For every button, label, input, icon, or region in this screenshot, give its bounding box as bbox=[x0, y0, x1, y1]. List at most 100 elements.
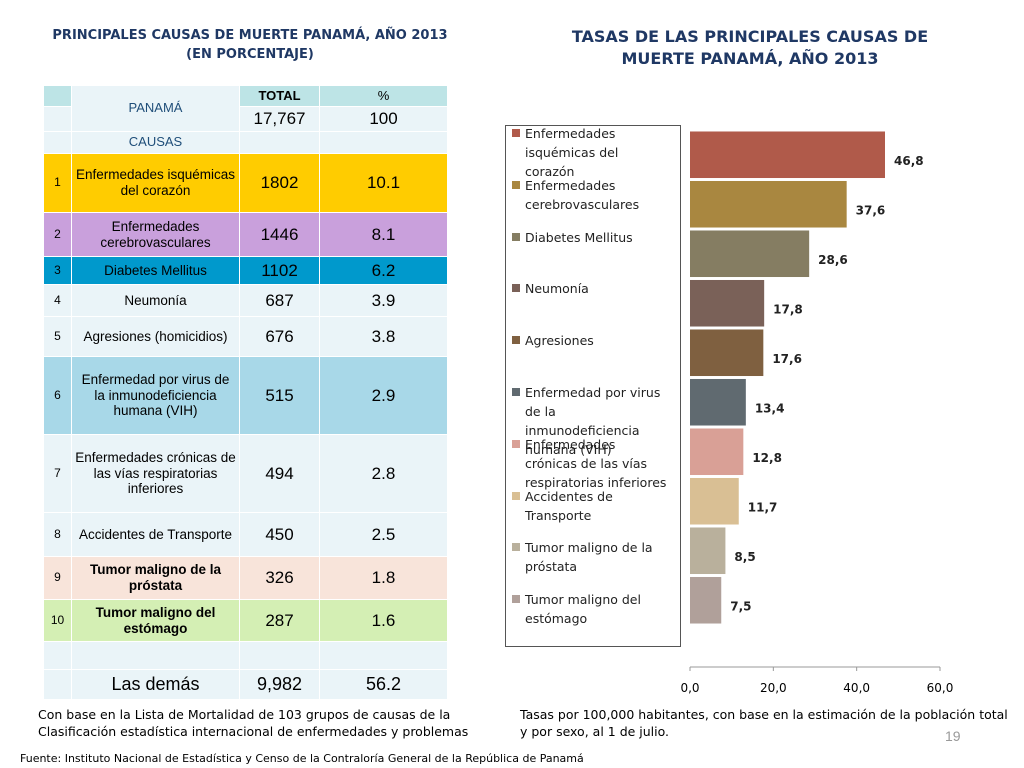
legend-swatch bbox=[512, 388, 520, 396]
table-cell bbox=[320, 642, 448, 670]
legend-swatch bbox=[512, 595, 520, 604]
value-label: 13,4 bbox=[755, 401, 785, 415]
legend-label: Neumonía bbox=[525, 281, 589, 297]
legend-item: Enfermedades cerebrovasculares bbox=[512, 176, 667, 214]
value-label: 12,8 bbox=[752, 451, 782, 465]
table-cell: Las demás bbox=[72, 670, 240, 700]
value-label: 8,5 bbox=[734, 550, 755, 564]
table-cell: 9,982 bbox=[240, 670, 320, 700]
legend-label: Enfermedades cerebrovasculares bbox=[525, 177, 640, 212]
title-line: PRINCIPALES CAUSAS DE MUERTE PANAMÁ, AÑO… bbox=[52, 28, 448, 43]
legend-item: Tumor maligno del estómago bbox=[512, 590, 667, 628]
x-tick-label: 20,0 bbox=[760, 681, 787, 695]
table-cell: 676 bbox=[240, 317, 320, 357]
table-cell: 2 bbox=[44, 213, 72, 257]
legend-item: Diabetes Mellitus bbox=[512, 228, 667, 247]
table-cell bbox=[320, 132, 448, 154]
legend-label: Tumor maligno de la próstata bbox=[525, 540, 653, 575]
table-cell: 1802 bbox=[240, 154, 320, 213]
legend-swatch bbox=[512, 336, 520, 345]
bar bbox=[690, 477, 739, 525]
table-cell: 5 bbox=[44, 317, 72, 357]
value-label: 17,8 bbox=[773, 302, 803, 316]
legend-swatch bbox=[512, 491, 520, 500]
x-tick-label: 0,0 bbox=[680, 681, 699, 695]
table-cell: 515 bbox=[240, 357, 320, 435]
value-label: 17,6 bbox=[772, 352, 802, 366]
table-cell bbox=[44, 642, 72, 670]
legend-item: Enfermedad por virus de la inmunodeficie… bbox=[512, 383, 667, 459]
table-cell: 8.1 bbox=[320, 213, 448, 257]
bar bbox=[690, 279, 765, 327]
legend-swatch bbox=[512, 129, 520, 137]
table-cell: 450 bbox=[240, 513, 320, 557]
table-cell: 1102 bbox=[240, 257, 320, 285]
table-cell: 3.8 bbox=[320, 317, 448, 357]
page-number: 19 bbox=[945, 728, 961, 744]
legend-swatch bbox=[512, 439, 520, 448]
table-cell: 1 bbox=[44, 154, 72, 213]
table-cell: 1.6 bbox=[320, 600, 448, 642]
value-label: 28,6 bbox=[818, 253, 848, 267]
table-cell: 326 bbox=[240, 557, 320, 600]
table-cell: 494 bbox=[240, 435, 320, 513]
legend-item: Agresiones bbox=[512, 331, 667, 350]
table-title: PRINCIPALES CAUSAS DE MUERTE PANAMÁ, AÑO… bbox=[40, 26, 460, 64]
table-cell: 1446 bbox=[240, 213, 320, 257]
legend-swatch bbox=[512, 284, 520, 293]
table-cell: 100 bbox=[320, 107, 448, 132]
table-cell: 3 bbox=[44, 257, 72, 285]
table-cell: Neumonía bbox=[72, 285, 240, 317]
bar bbox=[690, 230, 810, 278]
legend-swatch bbox=[512, 543, 520, 552]
legend-label: Enfermedad por virus de la inmunodeficie… bbox=[525, 385, 661, 457]
right-note: Tasas por 100,000 habitantes, con base e… bbox=[520, 707, 1008, 739]
legend-label: Enfermedades isquémicas del corazón bbox=[525, 126, 619, 179]
table-cell bbox=[44, 132, 72, 154]
table-cell: PANAMÁ bbox=[72, 86, 240, 132]
table-cell: 1.8 bbox=[320, 557, 448, 600]
table-cell: 10 bbox=[44, 600, 72, 642]
table-cell: 6.2 bbox=[320, 257, 448, 285]
value-label: 7,5 bbox=[730, 599, 751, 613]
table-cell: 4 bbox=[44, 285, 72, 317]
table-cell: Enfermedades crónicas de las vías respir… bbox=[72, 435, 240, 513]
x-tick-label: 40,0 bbox=[843, 681, 870, 695]
table-cell: 2.8 bbox=[320, 435, 448, 513]
table-cell: 3.9 bbox=[320, 285, 448, 317]
x-tick-label: 60,0 bbox=[927, 681, 954, 695]
table-cell: 8 bbox=[44, 513, 72, 557]
table-cell: 6 bbox=[44, 357, 72, 435]
table-cell: 2.9 bbox=[320, 357, 448, 435]
table-cell: 7 bbox=[44, 435, 72, 513]
table-cell: CAUSAS bbox=[72, 132, 240, 154]
table-cell: 10.1 bbox=[320, 154, 448, 213]
bar bbox=[690, 329, 764, 377]
table-cell: 287 bbox=[240, 600, 320, 642]
chart-title: TASAS DE LAS PRINCIPALES CAUSAS DE MUERT… bbox=[571, 27, 929, 68]
table-cell: Enfermedades isquémicas del corazón bbox=[72, 154, 240, 213]
table-cell: Agresiones (homicidios) bbox=[72, 317, 240, 357]
table-cell: Tumor maligno del estómago bbox=[72, 600, 240, 642]
legend-swatch bbox=[512, 180, 520, 189]
bar bbox=[690, 576, 722, 624]
value-label: 11,7 bbox=[748, 500, 778, 514]
bar bbox=[690, 428, 744, 476]
table-cell: TOTAL bbox=[240, 86, 320, 107]
table-cell: Enfermedades cerebrovasculares bbox=[72, 213, 240, 257]
legend-item: Accidentes de Transporte bbox=[512, 487, 667, 525]
legend-label: Tumor maligno del estómago bbox=[525, 592, 641, 627]
table-cell: Enfermedad por virus de la inmunodeficie… bbox=[72, 357, 240, 435]
table-cell: 2.5 bbox=[320, 513, 448, 557]
left-note: Con base en la Lista de Mortalidad de 10… bbox=[38, 707, 469, 739]
table-cell: % bbox=[320, 86, 448, 107]
table-cell bbox=[44, 86, 72, 107]
table-cell: 56.2 bbox=[320, 670, 448, 700]
bar bbox=[690, 180, 847, 228]
bar bbox=[690, 378, 746, 426]
source: Fuente: Instituto Nacional de Estadístic… bbox=[20, 752, 584, 765]
bar bbox=[690, 527, 726, 575]
bar bbox=[690, 131, 885, 179]
